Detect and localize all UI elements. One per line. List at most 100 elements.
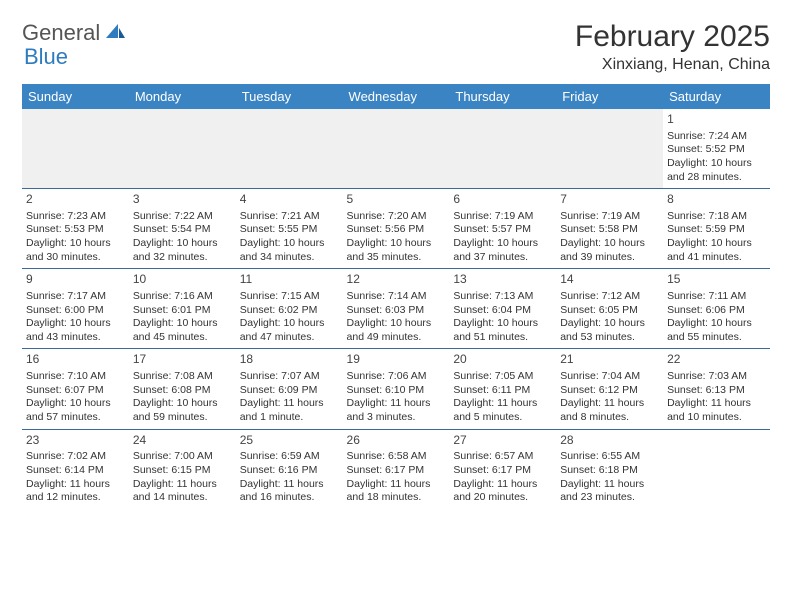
calendar-cell: 3Sunrise: 7:22 AMSunset: 5:54 PMDaylight… [129,189,236,269]
sunset-text: Sunset: 6:12 PM [560,384,659,398]
day-number: 23 [26,433,125,449]
sunrise-text: Sunrise: 6:58 AM [347,450,446,464]
calendar-week: 23Sunrise: 7:02 AMSunset: 6:14 PMDayligh… [22,429,770,509]
calendar-cell: 22 Sunrise: 7:03 AMSunset: 6:13 PMDayligh… [663,349,770,429]
day-number: 27 [453,433,552,449]
calendar-body: 1Sunrise: 7:24 AMSunset: 5:52 PMDaylight… [22,109,770,509]
sunset-text: Sunset: 5:53 PM [26,223,125,237]
sunrise-text: Sunrise: 7:19 AM [560,210,659,224]
daylight-text: Daylight: 10 hours and 35 minutes. [347,237,446,264]
day-number: 18 [240,352,339,368]
weekday-header: Wednesday [343,84,450,109]
calendar-cell: 28Sunrise: 6:55 AMSunset: 6:18 PMDayligh… [556,429,663,509]
daylight-text: Daylight: 10 hours and 41 minutes. [667,237,766,264]
daylight-text: Daylight: 11 hours and 18 minutes. [347,478,446,505]
daylight-text: Daylight: 11 hours and 20 minutes. [453,478,552,505]
sunset-text: Sunset: 5:58 PM [560,223,659,237]
day-number: 10 [133,272,232,288]
daylight-text: Daylight: 11 hours and 10 minutes. [667,397,766,424]
sunset-text: Sunset: 6:07 PM [26,384,125,398]
sunset-text: Sunset: 6:05 PM [560,304,659,318]
daylight-text: Daylight: 11 hours and 16 minutes. [240,478,339,505]
title-block: February 2025 Xinxiang, Henan, China [575,20,770,74]
logo-text-blue: Blue [24,44,68,69]
calendar-cell: 23Sunrise: 7:02 AMSunset: 6:14 PMDayligh… [22,429,129,509]
calendar-table: SundayMondayTuesdayWednesdayThursdayFrid… [22,84,770,509]
calendar-cell: 18Sunrise: 7:07 AMSunset: 6:09 PMDayligh… [236,349,343,429]
calendar-cell: 2Sunrise: 7:23 AMSunset: 5:53 PMDaylight… [22,189,129,269]
sunset-text: Sunset: 6:15 PM [133,464,232,478]
daylight-text: Daylight: 10 hours and 57 minutes. [26,397,125,424]
day-number: 17 [133,352,232,368]
weekday-header: Tuesday [236,84,343,109]
location: Xinxiang, Henan, China [575,56,770,74]
month-title: February 2025 [575,20,770,54]
sunrise-text: Sunrise: 7:00 AM [133,450,232,464]
empty-cell [22,109,663,189]
sunrise-text: Sunrise: 7:16 AM [133,290,232,304]
calendar-cell: 12Sunrise: 7:14 AMSunset: 6:03 PMDayligh… [343,269,450,349]
day-number: 7 [560,192,659,208]
day-number: 25 [240,433,339,449]
day-number: 9 [26,272,125,288]
day-number: 6 [453,192,552,208]
calendar-cell: 26Sunrise: 6:58 AMSunset: 6:17 PMDayligh… [343,429,450,509]
sunrise-text: Sunrise: 7:22 AM [133,210,232,224]
sunrise-text: Sunrise: 7:03 AM [667,370,766,384]
day-number: 8 [667,192,766,208]
sunrise-text: Sunrise: 7:11 AM [667,290,766,304]
day-number: 19 [347,352,446,368]
daylight-text: Daylight: 10 hours and 45 minutes. [133,317,232,344]
sunrise-text: Sunrise: 7:06 AM [347,370,446,384]
daylight-text: Daylight: 10 hours and 34 minutes. [240,237,339,264]
sunset-text: Sunset: 6:09 PM [240,384,339,398]
calendar-cell: 5Sunrise: 7:20 AMSunset: 5:56 PMDaylight… [343,189,450,269]
daylight-text: Daylight: 11 hours and 14 minutes. [133,478,232,505]
daylight-text: Daylight: 10 hours and 30 minutes. [26,237,125,264]
sunset-text: Sunset: 5:59 PM [667,223,766,237]
day-number: 14 [560,272,659,288]
daylight-text: Daylight: 10 hours and 53 minutes. [560,317,659,344]
calendar-week: 9Sunrise: 7:17 AMSunset: 6:00 PMDaylight… [22,269,770,349]
sunrise-text: Sunrise: 7:21 AM [240,210,339,224]
day-number: 11 [240,272,339,288]
sunset-text: Sunset: 6:10 PM [347,384,446,398]
sunset-text: Sunset: 6:13 PM [667,384,766,398]
calendar-cell: 1Sunrise: 7:24 AMSunset: 5:52 PMDaylight… [663,109,770,189]
day-number: 1 [667,112,766,128]
day-number: 26 [347,433,446,449]
logo-blue-text-wrap: Blue [24,44,68,70]
sunrise-text: Sunrise: 7:15 AM [240,290,339,304]
sunset-text: Sunset: 6:14 PM [26,464,125,478]
calendar-cell: 11Sunrise: 7:15 AMSunset: 6:02 PMDayligh… [236,269,343,349]
day-number: 4 [240,192,339,208]
sunset-text: Sunset: 6:11 PM [453,384,552,398]
sunset-text: Sunset: 5:52 PM [667,143,766,157]
day-number: 2 [26,192,125,208]
weekday-header: Thursday [449,84,556,109]
daylight-text: Daylight: 10 hours and 28 minutes. [667,157,766,184]
sunset-text: Sunset: 6:01 PM [133,304,232,318]
header: General February 2025 Xinxiang, Henan, C… [22,20,770,74]
sunset-text: Sunset: 6:18 PM [560,464,659,478]
sunrise-text: Sunrise: 7:12 AM [560,290,659,304]
daylight-text: Daylight: 11 hours and 12 minutes. [26,478,125,505]
weekday-header: Sunday [22,84,129,109]
sunset-text: Sunset: 6:02 PM [240,304,339,318]
sunrise-text: Sunrise: 7:08 AM [133,370,232,384]
daylight-text: Daylight: 11 hours and 5 minutes. [453,397,552,424]
sunset-text: Sunset: 6:16 PM [240,464,339,478]
calendar-cell: 8Sunrise: 7:18 AMSunset: 5:59 PMDaylight… [663,189,770,269]
calendar-cell: 21Sunrise: 7:04 AMSunset: 6:12 PMDayligh… [556,349,663,429]
sunset-text: Sunset: 6:00 PM [26,304,125,318]
sunrise-text: Sunrise: 7:14 AM [347,290,446,304]
sunrise-text: Sunrise: 7:04 AM [560,370,659,384]
daylight-text: Daylight: 11 hours and 8 minutes. [560,397,659,424]
sunrise-text: Sunrise: 7:02 AM [26,450,125,464]
calendar-cell: 19Sunrise: 7:06 AMSunset: 6:10 PMDayligh… [343,349,450,429]
calendar-cell: 15Sunrise: 7:11 AMSunset: 6:06 PMDayligh… [663,269,770,349]
sunset-text: Sunset: 5:54 PM [133,223,232,237]
day-number: 22 [667,352,766,368]
day-number: 16 [26,352,125,368]
logo: General [22,20,128,46]
